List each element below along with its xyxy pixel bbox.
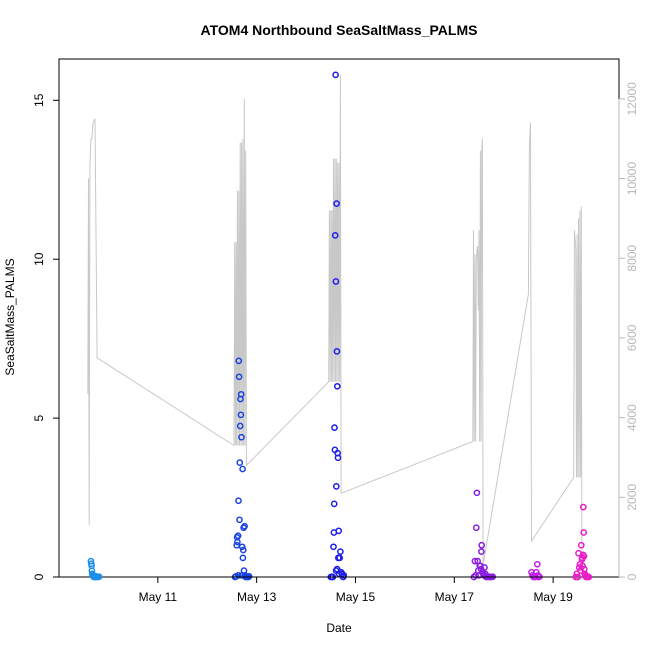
data-point: [333, 382, 341, 390]
data-point: [236, 516, 243, 524]
y-axis-label: SeaSaltMass_PALMS: [3, 258, 17, 375]
data-points: [87, 71, 593, 581]
data-point: [332, 278, 340, 285]
data-point: [336, 554, 344, 562]
y-right-tick-label: 2000: [625, 484, 639, 511]
data-point: [238, 543, 246, 551]
data-point: [237, 411, 245, 419]
y-right-tick-label: 0: [625, 573, 639, 580]
y-left-tick-label: 5: [32, 414, 46, 421]
y-left-tick-label: 15: [32, 93, 46, 107]
data-point: [330, 543, 337, 551]
data-point: [331, 232, 339, 239]
y-right-tick-label: 10000: [625, 162, 639, 196]
data-point: [235, 357, 243, 365]
data-point: [533, 560, 541, 568]
data-point: [574, 573, 582, 581]
x-tick-label: May 13: [237, 590, 277, 604]
data-point: [236, 422, 244, 430]
data-point: [332, 71, 339, 79]
chart-title: ATOM4 Northbound SeaSaltMass_PALMS: [201, 22, 478, 38]
data-point: [331, 424, 338, 431]
y-left-tick-label: 10: [32, 252, 46, 266]
data-point: [333, 348, 341, 355]
x-tick-label: May 19: [533, 590, 573, 604]
y-right-tick-label: 8000: [625, 245, 639, 272]
x-axis-label: Date: [326, 621, 352, 635]
y-axis-left: 0 5 10 15: [32, 93, 60, 580]
y-right-tick-label: 4000: [625, 404, 639, 431]
secondary-line: [87, 74, 583, 570]
data-point: [239, 546, 247, 554]
x-axis: May 11 May 13 May 15 May 17 May 19: [139, 576, 573, 604]
data-point: [335, 527, 343, 535]
data-point: [234, 572, 242, 579]
data-point: [235, 373, 243, 381]
data-point: [580, 552, 588, 560]
data-point: [580, 529, 588, 536]
y-axis-right: 0 2000 4000 6000 8000 10000 12000: [618, 82, 639, 580]
data-point: [245, 573, 253, 580]
x-tick-label: May 15: [336, 590, 376, 604]
data-point: [334, 454, 342, 462]
data-point: [239, 554, 247, 562]
y-right-tick-label: 12000: [625, 82, 639, 116]
data-point: [579, 503, 587, 511]
data-point: [235, 497, 242, 505]
data-point: [481, 564, 488, 571]
x-tick-label: May 17: [435, 590, 475, 604]
data-point: [573, 570, 581, 578]
data-point: [340, 572, 348, 579]
data-point: [95, 573, 103, 581]
data-point: [472, 524, 480, 532]
data-point: [330, 500, 338, 508]
data-point: [234, 538, 241, 546]
y-left-tick-label: 0: [32, 573, 46, 580]
x-tick-label: May 11: [139, 590, 178, 604]
data-point: [472, 572, 479, 579]
data-point: [239, 465, 246, 473]
data-point: [332, 483, 340, 490]
data-point: [241, 522, 248, 530]
data-point: [333, 200, 340, 207]
data-point: [577, 541, 585, 549]
data-point: [478, 541, 486, 549]
y-right-tick-label: 6000: [625, 324, 639, 351]
data-point: [234, 532, 242, 540]
data-point: [236, 459, 244, 466]
data-point: [478, 548, 485, 555]
data-point: [473, 489, 481, 497]
data-point: [333, 565, 341, 573]
data-point: [237, 390, 245, 398]
data-point: [585, 573, 593, 581]
data-point: [238, 433, 245, 441]
data-point: [471, 557, 479, 565]
data-point: [337, 548, 344, 555]
secondary-line-series: [87, 74, 583, 570]
